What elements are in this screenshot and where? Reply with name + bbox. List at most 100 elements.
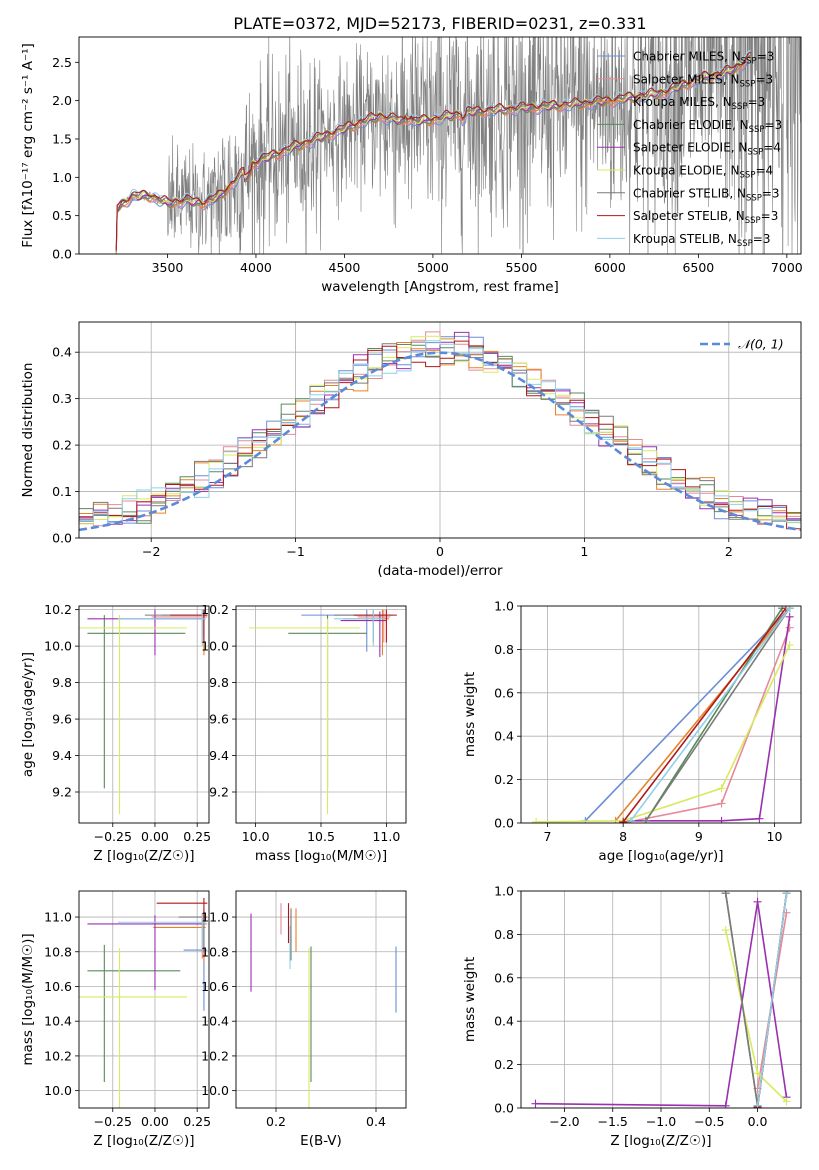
panel-frame (78, 605, 210, 824)
y-tick-label: 0.1 (52, 484, 72, 499)
panel-residuals: −2 −1 0 1 2 0.0 0.1 0.2 0.3 0.4 (data-model)/error… (20, 321, 802, 579)
x-axis-label: E(B-V) (300, 1133, 342, 1149)
y-tick-label: 0.2 (494, 1057, 514, 1072)
legend-label-suffix: =4 (763, 141, 781, 155)
weight-line-0 (584, 607, 791, 822)
plot-area (79, 322, 801, 538)
y-tick-label: 10.2 (44, 1048, 72, 1063)
x-tick-label: 10.5 (307, 829, 335, 844)
x-tick-label: 0.25 (183, 829, 211, 844)
y-tick-label: 9.8 (52, 675, 72, 690)
weight-line-5 (536, 644, 791, 823)
x-tick-label: 0.25 (183, 1114, 211, 1129)
plot-area (236, 606, 406, 823)
y-tick-label: 9.6 (52, 712, 72, 727)
y-tick-label: 1.5 (52, 131, 72, 146)
weight-line-7 (622, 607, 787, 823)
weight-line-6 (645, 607, 791, 822)
x-tick-label: 4500 (329, 260, 361, 275)
y-tick-label: 0.0 (494, 816, 514, 831)
y-tick-label: 10.0 (44, 639, 72, 654)
y-tick-label: 1.0 (52, 170, 72, 185)
y-tick-label: 11.0 (44, 910, 72, 925)
plot-area (115, 37, 801, 254)
axes: 7 8 9 10 0.0 0.2 0.4 0.6 0.8 1.0 age [log₁₀(age/yr… (462, 599, 783, 865)
y-tick-label: 10.4 (44, 1014, 72, 1029)
legend-label-suffix: =3 (755, 72, 773, 86)
weight-marker-4 (753, 897, 762, 906)
plot-area (79, 606, 209, 823)
weight-marker-8 (753, 1101, 762, 1108)
y-tick-label: 0.4 (52, 345, 72, 360)
y-tick-label: 1.0 (494, 599, 514, 614)
legend-label-suffix: =3 (753, 232, 771, 246)
legend-label-sub: SSP (740, 79, 756, 89)
weight-marker-6 (641, 816, 650, 823)
plot-area (521, 606, 801, 823)
x-tick-label: 0.0 (748, 1114, 768, 1129)
y-tick-label: 10.2 (201, 1048, 229, 1063)
y-axis-label: mass [log₁₀(M/M☉)] (20, 933, 36, 1065)
panel-age-vs-Z: −0.25 0.00 0.25 9.2 9.4 9.6 9.8 10.0 10.2 Z [log₁… (20, 602, 211, 864)
weight-marker-5 (753, 1069, 762, 1078)
grid-lines (236, 891, 406, 1108)
axes: −2 −1 0 1 2 0.0 0.1 0.2 0.3 0.4 (data-model)/error… (20, 345, 733, 579)
x-tick-label: 2 (725, 544, 733, 559)
axes: −0.25 0.00 0.25 10.0 10.2 10.4 10.6 10.8 11.0 Z [… (20, 910, 211, 1149)
y-tick-label: 0.8 (494, 642, 514, 657)
legend-label-suffix: =3 (761, 209, 779, 223)
x-axis-label: wavelength [Angstrom, rest frame] (321, 279, 559, 295)
legend-label-text: Kroupa STELIB, N (633, 232, 737, 246)
y-tick-label: 9.4 (209, 748, 229, 763)
panel-frame (78, 890, 210, 1109)
x-tick-label: 8 (619, 829, 627, 844)
legend-label-text: Chabrier MILES, N (633, 50, 741, 64)
legend-label-suffix: =3 (765, 118, 783, 132)
axes: 3500 4000 4500 5000 5500 6000 6500 7000 0.0 0.5 1.… (20, 43, 803, 295)
axes: −2.0 −1.5 −1.0 −0.5 0.0 0.0 0.2 0.4 0.6 0.8 1.0 Z [… (462, 884, 768, 1150)
weight-line-8 (756, 893, 788, 1106)
legend-label-5: Kroupa ELODIE, NSSP=4 (633, 164, 773, 181)
legend-label-suffix: =3 (757, 50, 775, 64)
legend-label-6: Chabrier STELIB, NSSP=3 (633, 186, 780, 203)
x-tick-label: 6000 (594, 260, 626, 275)
y-tick-label: 0.4 (494, 1014, 514, 1029)
legend-label-suffix: =3 (762, 186, 780, 200)
x-tick-label: 1 (580, 544, 588, 559)
x-tick-label: −0.25 (94, 1114, 132, 1129)
x-tick-label: 7000 (771, 260, 803, 275)
panel-frame (520, 605, 802, 824)
weight-marker-1 (717, 799, 726, 808)
legend-label-2: Kroupa MILES, NSSP=3 (633, 95, 765, 112)
weight-marker-6 (721, 891, 730, 898)
x-tick-label: 0.2 (266, 1114, 286, 1129)
legend-label-normal: 𝒩(0, 1) (738, 337, 784, 352)
y-tick-label: 2.0 (52, 93, 72, 108)
x-tick-label: 0 (436, 544, 444, 559)
legend-label-sub: SSP (749, 125, 765, 135)
y-tick-label: 10.4 (201, 1014, 229, 1029)
x-tick-label: −2 (142, 544, 160, 559)
y-axis-label: age [log₁₀(age/yr)] (20, 652, 36, 777)
x-tick-label: −2.0 (549, 1114, 579, 1129)
legend-label-sub: SSP (737, 239, 753, 249)
y-tick-label: 9.8 (209, 675, 229, 690)
weight-marker-5 (532, 817, 541, 823)
x-axis-label: mass [log₁₀(M/M☉)] (255, 848, 387, 864)
legend: 𝒩(0, 1) (700, 337, 784, 352)
weight-line-8 (630, 607, 791, 822)
y-tick-label: 0.2 (52, 438, 72, 453)
residual-histogram-1 (79, 331, 801, 527)
weight-marker-5 (717, 784, 726, 793)
weight-line-4 (623, 616, 791, 822)
y-axis-label: mass weight (462, 672, 478, 757)
weight-line-6 (724, 893, 759, 1106)
y-tick-label: 10.8 (44, 944, 72, 959)
weight-marker-4 (785, 612, 794, 621)
x-tick-label: 9 (695, 829, 703, 844)
x-axis-label: age [log₁₀(age/yr)] (598, 848, 723, 864)
panel-frame (520, 890, 802, 1109)
legend-label-suffix: =4 (755, 164, 773, 178)
axes: 10.0 10.5 11.0 9.2 9.4 9.6 9.8 10.0 10.2 mass [lo… (201, 602, 400, 864)
